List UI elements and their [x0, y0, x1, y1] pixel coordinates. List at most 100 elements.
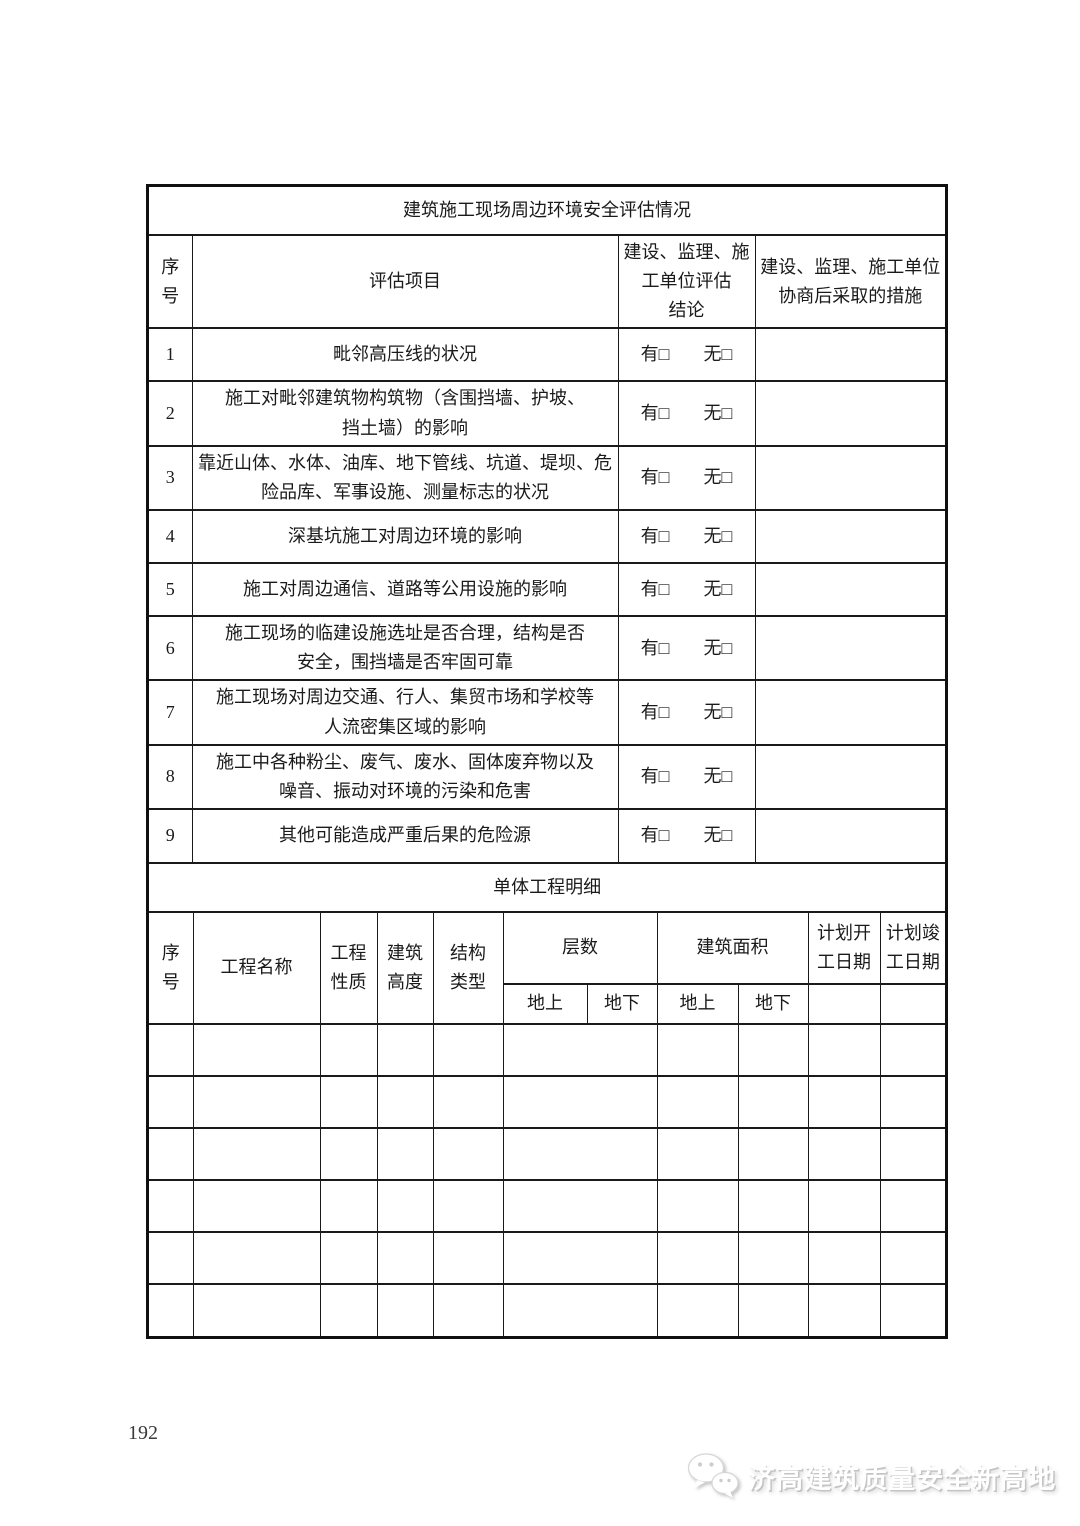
empty-cell [502, 1231, 658, 1286]
empty-cell [376, 1075, 434, 1130]
empty-cell [737, 1075, 809, 1130]
empty-cell [192, 1075, 321, 1130]
empty-cell [502, 1075, 658, 1130]
row-item: 施工现场的临建设施选址是否合理，结构是否 安全，围挡墙是否牢固可靠 [191, 615, 619, 682]
empty-cell [319, 1023, 378, 1078]
subheader-area-below: 地下 [737, 983, 809, 1026]
empty-cell [737, 1023, 809, 1078]
empty-cell [656, 1023, 739, 1078]
table-row: 8 施工中各种粉尘、废气、废水、固体废弃物以及 噪音、振动对环境的污染和危害 有… [148, 743, 946, 811]
yes-checkbox: 有□ [640, 579, 670, 600]
no-checkbox: 无□ [703, 825, 733, 846]
row-index: 9 [148, 808, 193, 864]
no-checkbox: 无□ [703, 637, 733, 658]
empty-cell [656, 1075, 739, 1130]
conclusion-cell: 有□ 无□ [617, 615, 756, 682]
empty-cell [502, 1127, 658, 1182]
subheader-finish-empty [879, 983, 946, 1026]
row-index: 5 [148, 562, 193, 618]
measure-cell [754, 615, 946, 682]
yes-checkbox: 有□ [640, 344, 670, 365]
col-header-index: 序 号 [148, 911, 194, 1026]
empty-cell [148, 1283, 194, 1338]
empty-cell [319, 1075, 378, 1130]
measure-cell [754, 743, 946, 811]
empty-cell [737, 1127, 809, 1182]
empty-cell [432, 1283, 504, 1338]
empty-cell [148, 1231, 194, 1286]
empty-cell [432, 1179, 504, 1234]
empty-cell [319, 1127, 378, 1182]
table-row: 2 施工对毗邻建筑物构筑物（含围挡墙、护坡、 挡土墙）的影响 有□ 无□ [148, 380, 946, 447]
empty-cell [192, 1179, 321, 1234]
col-header-finish-date: 计划竣 工日期 [879, 911, 946, 986]
conclusion-cell: 有□ 无□ [617, 327, 756, 383]
empty-cell [432, 1231, 504, 1286]
col-header-project-name: 工程名称 [192, 911, 321, 1026]
table-row: 5 施工对周边通信、道路等公用设施的影响 有□ 无□ [148, 562, 946, 618]
row-item: 深基坑施工对周边环境的影响 [191, 509, 619, 565]
empty-cell [879, 1023, 946, 1078]
empty-cell [319, 1179, 378, 1234]
empty-cell [879, 1127, 946, 1182]
col-header-building-area: 建筑面积 [656, 911, 809, 986]
measure-cell [754, 327, 946, 383]
table-row [148, 1283, 946, 1338]
empty-cell [807, 1127, 881, 1182]
row-item: 施工中各种粉尘、废气、废水、固体废弃物以及 噪音、振动对环境的污染和危害 [191, 743, 619, 811]
empty-cell [192, 1127, 321, 1182]
conclusion-cell: 有□ 无□ [617, 808, 756, 864]
yes-checkbox: 有□ [640, 526, 670, 547]
table-row: 9 其他可能造成严重后果的危险源 有□ 无□ [148, 808, 946, 864]
table-row: 4 深基坑施工对周边环境的影响 有□ 无□ [148, 509, 946, 565]
table-row: 7 施工现场对周边交通、行人、集贸市场和学校等 人流密集区域的影响 有□ 无□ [148, 679, 946, 746]
empty-cell [148, 1179, 194, 1234]
col-header-item: 评估项目 [191, 233, 619, 330]
empty-cell [879, 1179, 946, 1234]
col-header-measures: 建设、监理、施工单位 协商后采取的措施 [754, 233, 946, 330]
table-row: 1 毗邻高压线的状况 有□ 无□ [148, 327, 946, 383]
row-index: 8 [148, 743, 193, 811]
empty-cell [656, 1231, 739, 1286]
empty-cell [192, 1231, 321, 1286]
col-header-conclusion: 建设、监理、施 工单位评估 结论 [617, 233, 756, 330]
no-checkbox: 无□ [703, 579, 733, 600]
empty-cell [432, 1127, 504, 1182]
empty-cell [502, 1023, 658, 1078]
row-item: 靠近山体、水体、油库、地下管线、坑道、堤坝、危 险品库、军事设施、测量标志的状况 [191, 444, 619, 512]
empty-cell [656, 1179, 739, 1234]
empty-cell [432, 1075, 504, 1130]
empty-cell [879, 1075, 946, 1130]
no-checkbox: 无□ [703, 701, 733, 722]
measure-cell [754, 444, 946, 512]
watermark-text: 济高建筑质量安全新高地 [748, 1463, 1056, 1494]
row-item: 毗邻高压线的状况 [191, 327, 619, 383]
col-header-floors: 层数 [502, 911, 658, 986]
empty-cell [192, 1283, 321, 1338]
row-index: 6 [148, 615, 193, 682]
subheader-floors-below: 地下 [586, 983, 658, 1026]
no-checkbox: 无□ [703, 526, 733, 547]
conclusion-cell: 有□ 无□ [617, 509, 756, 565]
yes-checkbox: 有□ [640, 825, 670, 846]
col-header-structure-type: 结构 类型 [432, 911, 504, 1026]
empty-cell [807, 1023, 881, 1078]
empty-cell [319, 1283, 378, 1338]
row-item: 其他可能造成严重后果的危险源 [191, 808, 619, 864]
empty-cell [879, 1231, 946, 1286]
col-header-project-nature: 工程 性质 [319, 911, 378, 1026]
empty-cell [376, 1127, 434, 1182]
conclusion-cell: 有□ 无□ [617, 743, 756, 811]
row-index: 7 [148, 679, 193, 746]
row-index: 4 [148, 509, 193, 565]
empty-cell [319, 1231, 378, 1286]
no-checkbox: 无□ [703, 766, 733, 787]
yes-checkbox: 有□ [640, 403, 670, 424]
col-header-building-height: 建筑 高度 [376, 911, 434, 1026]
empty-cell [376, 1023, 434, 1078]
section-divider [149, 862, 945, 865]
empty-cell [737, 1179, 809, 1234]
empty-cell [879, 1283, 946, 1338]
no-checkbox: 无□ [703, 403, 733, 424]
